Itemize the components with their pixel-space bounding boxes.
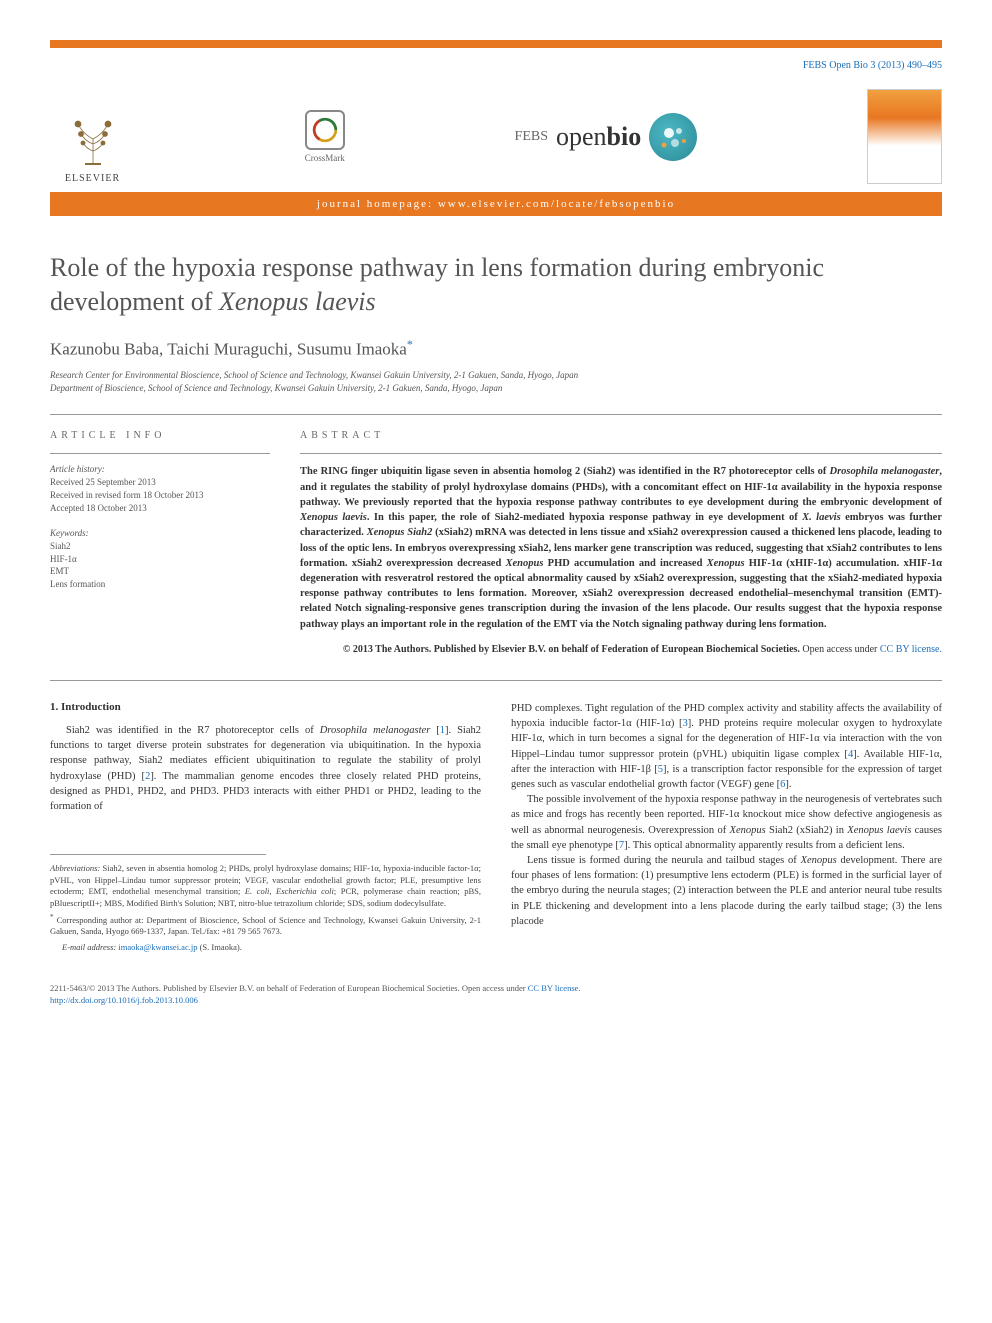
corresponding-marker: * <box>407 337 413 351</box>
email-owner: (S. Imaoka). <box>200 942 242 952</box>
febs-prefix: FEBS <box>515 129 548 145</box>
intro-heading: 1. Introduction <box>50 701 481 713</box>
keyword-2: HIF-1α <box>50 553 270 566</box>
author-names: Kazunobu Baba, Taichi Muraguchi, Susumu … <box>50 339 407 358</box>
keyword-3: EMT <box>50 565 270 578</box>
history-accepted: Accepted 18 October 2013 <box>50 502 270 515</box>
article-title: Role of the hypoxia response pathway in … <box>50 251 942 319</box>
authors: Kazunobu Baba, Taichi Muraguchi, Susumu … <box>50 337 942 360</box>
issn-doi-footer: 2211-5463/© 2013 The Authors. Published … <box>50 983 942 1007</box>
open-access-footer: Open access under <box>462 983 526 993</box>
crossmark-label: CrossMark <box>305 153 345 163</box>
email-link[interactable]: imaoka@kwansei.ac.jp <box>118 942 197 952</box>
crossmark-icon <box>305 110 345 150</box>
febs-openbio-logo[interactable]: FEBS openbio <box>515 113 698 161</box>
section-divider <box>50 680 942 681</box>
elsevier-logo[interactable]: ELSEVIER <box>50 89 135 184</box>
abstract-text: The RING finger ubiquitin ligase seven i… <box>300 464 942 631</box>
keywords-label: Keywords: <box>50 528 270 538</box>
journal-cover-thumbnail[interactable] <box>867 89 942 184</box>
affiliation-2: Department of Bioscience, School of Scie… <box>50 382 942 395</box>
abstract-label: ABSTRACT <box>300 430 942 441</box>
abbrev-label: Abbreviations: <box>50 863 100 873</box>
issn-text: 2211-5463/© 2013 The Authors. Published … <box>50 983 460 993</box>
keyword-4: Lens formation <box>50 578 270 591</box>
abbreviations-footnote: Abbreviations: Siah2, seven in absentia … <box>50 863 481 909</box>
email-footnote: E-mail address: imaoka@kwansei.ac.jp (S.… <box>50 942 481 953</box>
email-label: E-mail address: <box>62 942 116 952</box>
intro-paragraph-1: Siah2 was identified in the R7 photorece… <box>50 723 481 814</box>
journal-header: ELSEVIER CrossMark FEBS openbio <box>50 81 942 193</box>
doi-link[interactable]: http://dx.doi.org/10.1016/j.fob.2013.10.… <box>50 995 198 1005</box>
abbrev-text: Siah2, seven in absentia homolog 2; PHDs… <box>50 863 481 907</box>
affiliation-1: Research Center for Environmental Biosci… <box>50 369 942 382</box>
elsevier-text: ELSEVIER <box>65 173 120 184</box>
footnote-divider <box>50 854 266 855</box>
febs-bio-text: bio <box>607 122 642 151</box>
journal-issue-link[interactable]: FEBS Open Bio 3 (2013) 490–495 <box>50 60 942 71</box>
corresponding-footnote: * Corresponding author at: Department of… <box>50 913 481 938</box>
intro-paragraph-2: PHD complexes. Tight regulation of the P… <box>511 701 942 792</box>
febs-open-text: open <box>556 122 607 151</box>
febs-circle-icon <box>649 113 697 161</box>
journal-homepage-link[interactable]: www.elsevier.com/locate/febsopenbio <box>438 198 675 210</box>
article-info-label: ARTICLE INFO <box>50 430 270 441</box>
cc-license-footer-link[interactable]: CC BY license. <box>528 983 581 993</box>
copyright: © 2013 The Authors. Published by Elsevie… <box>300 644 942 655</box>
journal-homepage-label: journal homepage: <box>317 198 433 210</box>
affiliations: Research Center for Environmental Biosci… <box>50 369 942 394</box>
crossmark-badge[interactable]: CrossMark <box>305 110 345 163</box>
corresponding-text: Corresponding author at: Department of B… <box>50 915 481 936</box>
history-received: Received 25 September 2013 <box>50 476 270 489</box>
history-revised: Received in revised form 18 October 2013 <box>50 489 270 502</box>
cc-license-link[interactable]: CC BY license. <box>880 644 942 655</box>
top-accent-border <box>50 40 942 48</box>
corresponding-asterisk: * <box>50 913 54 921</box>
elsevier-tree-icon <box>63 109 123 169</box>
keyword-1: Siah2 <box>50 540 270 553</box>
intro-paragraph-4: Lens tissue is formed during the neurula… <box>511 853 942 929</box>
copyright-text: © 2013 The Authors. Published by Elsevie… <box>343 644 800 655</box>
history-label: Article history: <box>50 464 270 474</box>
journal-homepage-bar: journal homepage: www.elsevier.com/locat… <box>50 192 942 216</box>
open-access-text: Open access under <box>802 644 877 655</box>
intro-paragraph-3: The possible involvement of the hypoxia … <box>511 792 942 853</box>
